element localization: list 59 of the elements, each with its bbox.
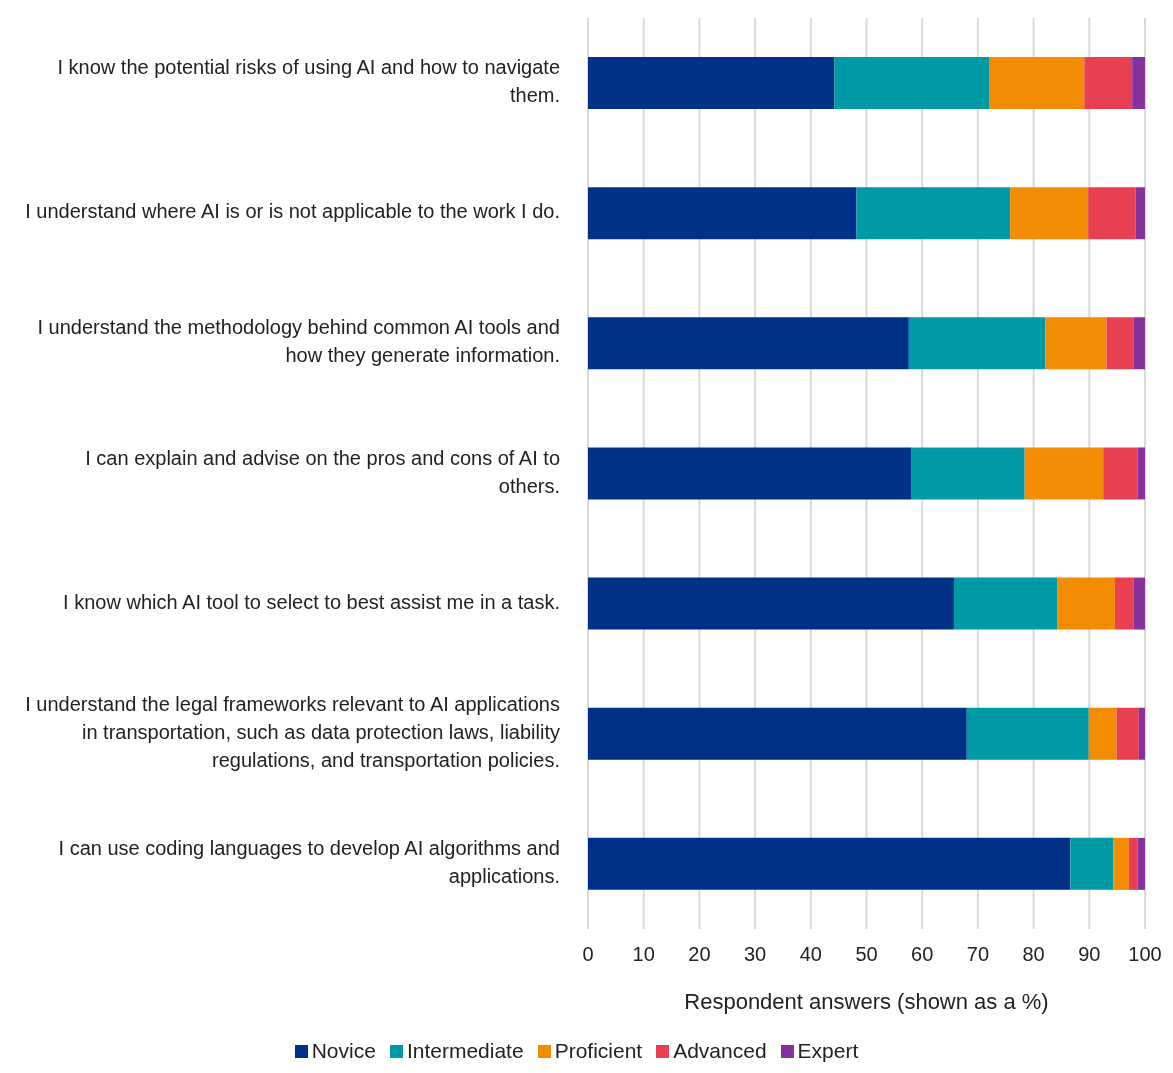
y-tick-label: I know which AI tool to select to best assist me in a task. — [63, 590, 560, 613]
x-tick-label: 0 — [582, 943, 594, 966]
bar — [1084, 57, 1133, 109]
bar — [1138, 707, 1145, 760]
bar — [1045, 317, 1107, 370]
x-tick-label: 90 — [1078, 943, 1101, 966]
bar — [1088, 707, 1117, 760]
bar — [856, 187, 1011, 240]
bar — [588, 57, 835, 109]
bar — [1114, 577, 1134, 630]
legend-label: Proficient — [554, 1039, 643, 1063]
bar — [588, 317, 909, 370]
legend-label: Expert — [797, 1039, 859, 1063]
y-tick-label: I understand the methodology behind common AI tools and how they generate information. — [37, 316, 560, 367]
x-tick-label: 100 — [1128, 943, 1162, 966]
y-tick-label: I can use coding languages to develop AI algorithms and applications. — [58, 837, 560, 888]
bar — [1057, 577, 1115, 630]
x-axis-title: Respondent answers (shown as a %) — [684, 989, 1049, 1014]
bar — [1133, 577, 1145, 630]
x-tick-label: 50 — [855, 943, 878, 966]
x-tick-label: 80 — [1022, 943, 1045, 966]
y-tick-label: I understand where AI is or is not applicable to the work I do. — [25, 200, 560, 223]
bar — [1132, 57, 1145, 109]
bar — [1116, 707, 1139, 760]
bar — [1106, 317, 1134, 370]
bar — [908, 317, 1046, 370]
bar — [588, 577, 954, 630]
bar — [1088, 187, 1136, 240]
x-tick-label: 70 — [966, 943, 990, 966]
legend-label: Intermediate — [406, 1039, 524, 1063]
bar — [1133, 317, 1145, 370]
bar — [966, 707, 1089, 760]
bar — [588, 447, 912, 500]
bar — [1010, 187, 1089, 240]
x-tick-label: 30 — [743, 943, 767, 966]
bar — [1024, 447, 1104, 500]
x-tick-label: 60 — [911, 943, 934, 966]
legend-label: Novice — [311, 1039, 376, 1063]
y-tick-label: I can explain and advise on the pros and cons of AI to others. — [85, 446, 560, 497]
bar — [1128, 837, 1138, 890]
legend-label: Advanced — [673, 1039, 767, 1063]
x-tick-label: 20 — [688, 943, 711, 966]
bar — [1137, 837, 1145, 890]
bar — [1137, 447, 1145, 500]
bar — [834, 57, 990, 109]
bar — [953, 577, 1058, 630]
bar — [588, 187, 857, 240]
x-tick-label: 40 — [799, 943, 822, 966]
bar — [1113, 837, 1129, 890]
bar — [911, 447, 1025, 500]
bar — [1103, 447, 1138, 500]
bar — [588, 707, 967, 760]
bar — [588, 837, 1071, 890]
bar — [989, 57, 1085, 109]
y-tick-label: I understand the legal frameworks relevant to AI applications in transportation, such as data protection laws, liability regulations, and transportation policies. — [25, 693, 560, 772]
x-tick-label: 10 — [632, 943, 655, 966]
bar — [1135, 187, 1145, 240]
y-tick-label: I know the potential risks of using AI and how to navigate them. — [57, 56, 560, 107]
bar — [1070, 837, 1114, 890]
